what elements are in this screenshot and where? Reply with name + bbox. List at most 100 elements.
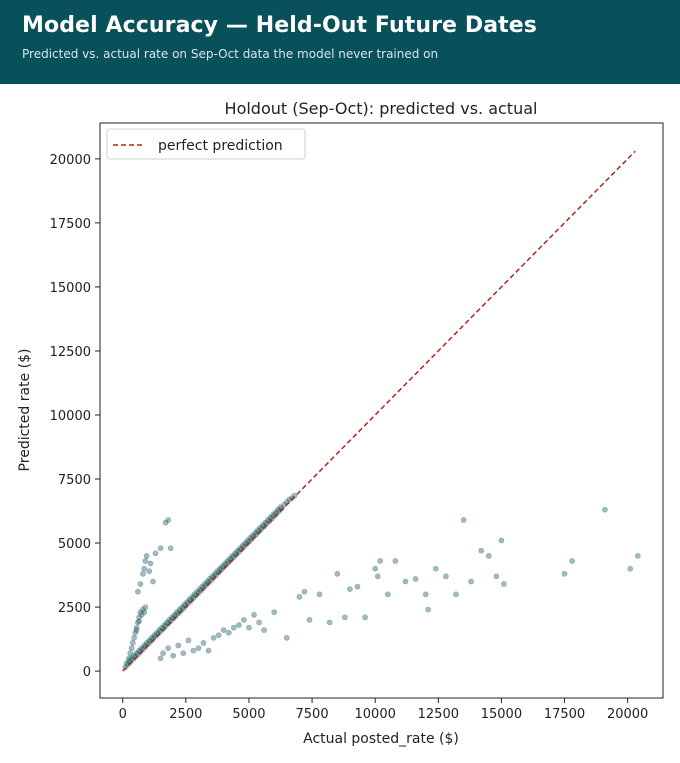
x-tick-label: 15000 bbox=[481, 707, 522, 722]
data-point bbox=[187, 597, 194, 604]
data-point bbox=[199, 583, 206, 590]
data-point bbox=[170, 652, 177, 659]
data-point bbox=[561, 570, 568, 577]
data-point bbox=[148, 634, 155, 641]
data-point bbox=[214, 568, 221, 575]
data-point bbox=[225, 629, 232, 636]
page-subtitle: Predicted vs. actual rate on Sep-Oct dat… bbox=[22, 47, 439, 61]
chart-title: Holdout (Sep-Oct): predicted vs. actual bbox=[225, 99, 538, 118]
data-point bbox=[225, 559, 232, 566]
x-tick-label: 7500 bbox=[296, 707, 329, 722]
data-point bbox=[124, 661, 131, 668]
data-point bbox=[167, 545, 174, 552]
data-point bbox=[180, 605, 187, 612]
x-tick-label: 17500 bbox=[544, 707, 585, 722]
data-point bbox=[256, 528, 262, 535]
legend: perfect prediction bbox=[106, 128, 306, 160]
data-point bbox=[147, 560, 154, 567]
data-point bbox=[425, 606, 432, 613]
data-point bbox=[258, 526, 265, 532]
data-point bbox=[127, 659, 134, 665]
data-point bbox=[271, 513, 278, 520]
scatter-chart: Holdout (Sep-Oct): predicted vs. actual … bbox=[17, 99, 664, 747]
data-point bbox=[498, 537, 505, 544]
data-point bbox=[160, 650, 166, 657]
x-axis-ticks: 0 2500 5000 7500 10000 12500 15000 17500 20000 bbox=[119, 698, 648, 722]
data-point bbox=[192, 592, 199, 599]
data-point bbox=[354, 583, 361, 590]
y-tick-label: 2500 bbox=[58, 601, 91, 616]
y-tick-label: 0 bbox=[83, 665, 91, 680]
data-point bbox=[634, 552, 641, 559]
data-point bbox=[334, 570, 341, 577]
data-point bbox=[180, 650, 187, 657]
data-point bbox=[194, 588, 201, 595]
data-point bbox=[126, 655, 132, 662]
data-point bbox=[198, 587, 204, 594]
data-point bbox=[127, 650, 134, 657]
data-point bbox=[200, 640, 207, 646]
data-point bbox=[128, 645, 135, 651]
data-point bbox=[123, 660, 130, 667]
data-point bbox=[152, 633, 159, 640]
y-axis-label: Predicted rate ($) bbox=[17, 349, 33, 472]
data-point bbox=[288, 495, 295, 502]
data-point bbox=[296, 593, 303, 600]
data-point bbox=[190, 595, 197, 601]
data-point bbox=[136, 647, 142, 654]
data-point bbox=[137, 609, 144, 616]
data-point bbox=[136, 618, 142, 625]
data-point bbox=[143, 552, 150, 559]
data-point bbox=[131, 652, 137, 659]
data-point bbox=[141, 565, 148, 572]
data-point bbox=[392, 558, 399, 564]
data-point bbox=[432, 565, 439, 572]
data-point bbox=[263, 520, 270, 527]
data-point bbox=[203, 582, 209, 589]
data-point bbox=[134, 619, 141, 626]
data-point bbox=[240, 617, 247, 623]
data-point bbox=[177, 608, 184, 614]
data-point bbox=[157, 545, 164, 552]
y-tick-label: 20000 bbox=[50, 153, 91, 168]
data-points bbox=[122, 492, 641, 671]
data-point bbox=[485, 552, 492, 559]
data-point bbox=[227, 555, 233, 562]
data-point bbox=[277, 504, 284, 511]
data-point bbox=[162, 623, 169, 630]
data-point bbox=[453, 591, 459, 598]
data-point bbox=[362, 614, 368, 621]
data-point bbox=[253, 531, 260, 537]
y-tick-label: 7500 bbox=[58, 473, 91, 488]
data-point bbox=[228, 556, 235, 563]
data-point bbox=[234, 547, 241, 554]
x-tick-label: 10000 bbox=[355, 707, 396, 722]
data-point bbox=[150, 636, 156, 642]
data-point bbox=[143, 640, 150, 646]
data-point bbox=[142, 604, 149, 610]
data-point bbox=[185, 637, 192, 644]
data-point bbox=[133, 650, 140, 657]
data-point bbox=[162, 519, 169, 526]
x-tick-label: 2500 bbox=[169, 707, 202, 722]
data-point bbox=[602, 506, 608, 513]
data-point bbox=[146, 568, 153, 575]
data-point bbox=[138, 645, 145, 651]
data-point bbox=[224, 558, 231, 564]
data-point bbox=[442, 573, 449, 580]
y-tick-label: 10000 bbox=[50, 409, 91, 424]
data-point bbox=[251, 611, 257, 618]
data-point bbox=[251, 533, 257, 540]
data-point bbox=[264, 517, 271, 523]
data-point bbox=[276, 508, 283, 514]
data-point bbox=[493, 573, 500, 580]
data-point bbox=[269, 511, 276, 518]
data-point bbox=[161, 622, 168, 628]
data-point bbox=[133, 627, 140, 633]
data-point bbox=[142, 643, 149, 650]
data-point bbox=[122, 664, 129, 671]
data-point bbox=[157, 628, 164, 635]
data-point bbox=[266, 518, 273, 525]
data-point bbox=[627, 565, 634, 572]
data-point bbox=[157, 655, 164, 662]
